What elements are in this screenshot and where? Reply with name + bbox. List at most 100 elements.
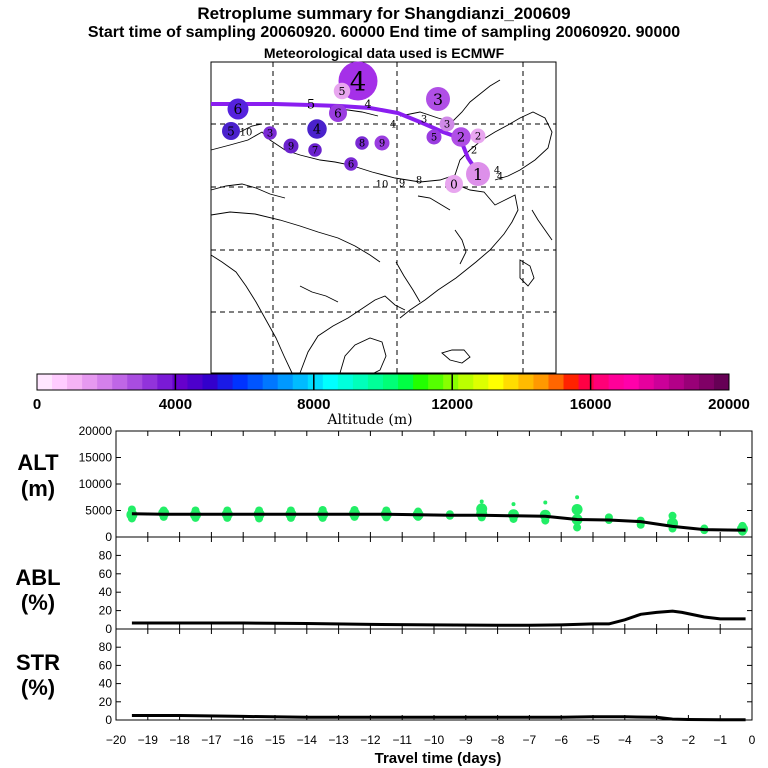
x-tick-label: −13 — [328, 733, 349, 747]
trajectory-marker: 9 — [399, 179, 405, 190]
colorbar-tick-label: 8000 — [297, 396, 330, 413]
trajectory-marker: 0 — [445, 175, 463, 193]
y-tick-label: 15000 — [79, 451, 113, 465]
altitude-cluster-point — [159, 506, 168, 515]
colorbar-cell — [578, 374, 595, 390]
colorbar-cell — [488, 374, 504, 390]
marker-label: 5 — [339, 85, 346, 98]
altitude-cluster-point — [543, 500, 548, 505]
trajectory-marker: 2 — [470, 128, 486, 144]
marker-dot — [283, 138, 299, 154]
marker-label: 6 — [234, 102, 243, 118]
panel-frame — [115, 536, 753, 630]
colorbar-cell — [473, 374, 489, 390]
trajectory-marker: 5 — [426, 129, 442, 145]
y-tick-label: 20000 — [79, 424, 113, 438]
colorbar-cell — [307, 374, 324, 390]
trajectory-marker: 3 — [263, 126, 277, 140]
colorbar-tick-label: 12000 — [431, 396, 473, 413]
colorbar-cell — [262, 374, 279, 390]
marker-label: 2 — [471, 146, 477, 157]
x-tick-label: 0 — [749, 733, 756, 747]
marker-dot — [374, 135, 390, 151]
trajectory-marker: 4 — [494, 166, 500, 177]
altitude-cluster-point — [286, 506, 295, 515]
marker-dot — [426, 87, 450, 111]
marker-dot — [329, 104, 347, 122]
altitude-cluster-point — [573, 523, 582, 532]
altitude-cluster-point — [738, 521, 747, 530]
marker-label: 7 — [312, 146, 318, 157]
colorbar-cell — [337, 374, 354, 390]
colorbar-tick-label: 4000 — [159, 396, 192, 413]
trajectory-marker: 1 — [466, 162, 490, 186]
marker-label: 3 — [433, 90, 443, 109]
trajectory-marker: 3 — [426, 87, 450, 111]
colorbar-cell — [398, 374, 414, 390]
colorbar-cell — [97, 374, 113, 390]
colorbar-cell — [292, 374, 309, 390]
colorbar-cell — [563, 374, 580, 390]
x-tick-label: −5 — [586, 733, 600, 747]
marker-label: 4 — [497, 172, 503, 183]
x-tick-label: −7 — [523, 733, 537, 747]
colorbar-cell — [683, 374, 700, 390]
colorbar-cell — [383, 374, 399, 390]
x-tick-label: −3 — [650, 733, 664, 747]
panel-unit: (%) — [21, 590, 55, 615]
colorbar-cell — [217, 374, 234, 390]
trajectory-marker: 5 — [222, 122, 240, 140]
marker-label: 4 — [494, 166, 500, 177]
trajectory-marker: 4 — [390, 120, 396, 131]
altitude-cluster-point — [511, 502, 516, 507]
altitude-cluster-point — [668, 511, 677, 520]
colorbar-cell — [322, 374, 339, 390]
trajectory-marker: 4 — [307, 119, 327, 139]
x-tick-label: −15 — [265, 733, 286, 747]
trajectory-marker: 10 — [376, 180, 389, 191]
colorbar-cell — [713, 374, 730, 390]
colorbar-tick-label: 20000 — [708, 396, 750, 413]
colorbar-cell — [52, 374, 68, 390]
colorbar-cell — [37, 374, 53, 390]
colorbar-cell — [367, 374, 384, 390]
panel-unit: (m) — [21, 476, 55, 501]
colorbar-cell — [668, 374, 685, 390]
marker-dot — [470, 128, 486, 144]
marker-label: 4 — [365, 98, 372, 111]
altitude-cluster-point — [575, 495, 580, 500]
y-tick-label: 80 — [99, 548, 113, 562]
marker-dot — [333, 82, 351, 100]
x-tick-label: −1 — [713, 733, 727, 747]
colorbar-cell — [623, 374, 640, 390]
trajectory-marker: 7 — [308, 143, 322, 157]
x-tick-label: −16 — [233, 733, 254, 747]
marker-label: 6 — [334, 106, 342, 120]
trajectory-marker: 3 — [421, 115, 427, 126]
altitude-cluster-point — [223, 506, 232, 515]
x-tick-label: −9 — [459, 733, 473, 747]
colorbar-cell — [172, 374, 188, 390]
marker-label: 9 — [379, 139, 385, 150]
marker-dot — [426, 129, 442, 145]
timeseries-panels: ALT(m)20000150001000050000ABL(%)80604020… — [15, 424, 755, 767]
colorbar-cell — [142, 374, 158, 390]
series-line — [131, 512, 746, 532]
trajectory-marker: 6 — [329, 104, 347, 122]
trajectory-marker: 3 — [439, 116, 455, 132]
marker-label: 5 — [431, 133, 437, 144]
marker-dot — [344, 157, 358, 171]
colorbar-cell — [518, 374, 534, 390]
y-tick-label: 0 — [105, 622, 112, 636]
altitude-cluster-point — [350, 505, 359, 514]
chart-title: Retroplume summary for Shangdianzi_20060… — [197, 4, 571, 23]
marker-label: 5 — [227, 124, 235, 138]
trajectory-marker: 9 — [283, 138, 299, 154]
map-gridlines — [211, 62, 556, 373]
marker-label: 8 — [359, 139, 365, 150]
sampling-time-line: Start time of sampling 20060920. 60000 E… — [87, 24, 681, 41]
colorbar-cell — [428, 374, 444, 390]
colorbar-cell — [202, 374, 219, 390]
panel-str: STR(%) 80 60 40 20 0 — [16, 628, 753, 727]
